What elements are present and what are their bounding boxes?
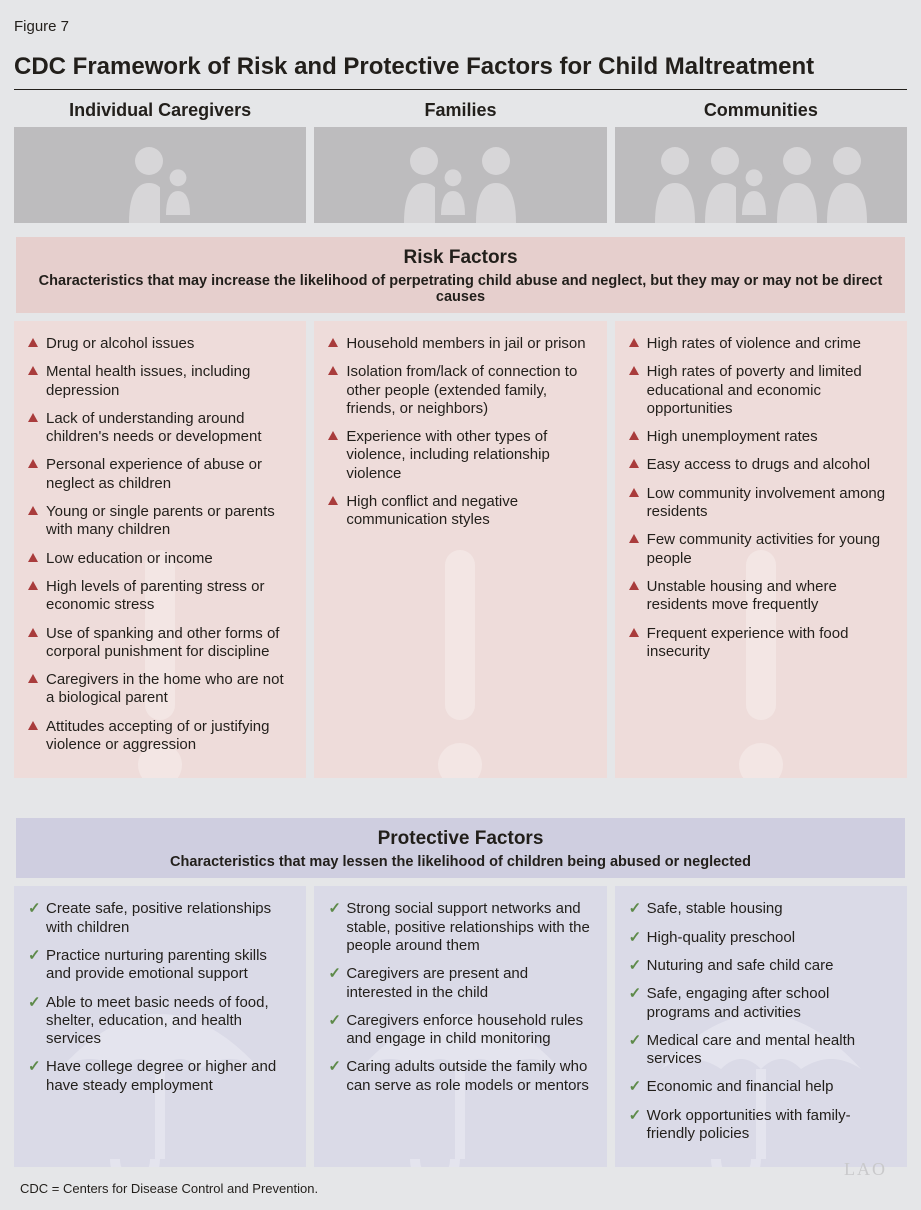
protect-title: Protective Factors (24, 828, 897, 850)
risk-item: Personal experience of abuse or neglect … (28, 456, 292, 493)
column-header-0: Individual Caregivers (14, 100, 306, 121)
risk-card-0: Drug or alcohol issues Mental health issu… (14, 321, 306, 778)
risk-list-2: High rates of violence and crime High rat… (629, 335, 893, 661)
risk-item: Frequent experience with food insecurity (629, 625, 893, 662)
people-icon-1 (314, 127, 606, 223)
protect-item: Economic and financial help (629, 1078, 893, 1096)
risk-card-2: High rates of violence and crime High rat… (615, 321, 907, 778)
protect-item: Create safe, positive relationships with… (28, 900, 292, 937)
protect-item: Safe, engaging after school programs and… (629, 985, 893, 1022)
protect-list-1: Strong social support networks and stabl… (328, 900, 592, 1095)
protect-item: Caring adults outside the family who can… (328, 1058, 592, 1095)
risk-item: Use of spanking and other forms of corpo… (28, 625, 292, 662)
risk-subtitle: Characteristics that may increase the li… (24, 273, 897, 305)
column-2: Communities (615, 100, 907, 223)
protect-item: Caregivers are present and interested in… (328, 965, 592, 1002)
column-header-1: Families (314, 100, 606, 121)
protect-item: Medical care and mental health services (629, 1032, 893, 1069)
risk-item: Isolation from/lack of connection to oth… (328, 363, 592, 418)
figure-label: Figure 7 (14, 18, 907, 35)
protect-item: Practice nurturing parenting skills and … (28, 947, 292, 984)
risk-item: Easy access to drugs and alcohol (629, 456, 893, 474)
people-icon-0 (14, 127, 306, 223)
column-header-2: Communities (615, 100, 907, 121)
risk-item: Lack of understanding around children's … (28, 410, 292, 447)
protect-item: Nuturing and safe child care (629, 957, 893, 975)
footnote: CDC = Centers for Disease Control and Pr… (20, 1181, 907, 1196)
protect-item: Have college degree or higher and have s… (28, 1058, 292, 1095)
column-headers-row: Individual Caregivers Families Communiti… (14, 100, 907, 223)
risk-section-header: Risk Factors Characteristics that may in… (16, 237, 905, 313)
risk-title: Risk Factors (24, 247, 897, 269)
risk-list-0: Drug or alcohol issues Mental health issu… (28, 335, 292, 754)
protect-item: High-quality preschool (629, 929, 893, 947)
protect-section-header: Protective Factors Characteristics that … (16, 818, 905, 878)
page-title: CDC Framework of Risk and Protective Fac… (14, 53, 907, 81)
protect-item: Strong social support networks and stabl… (328, 900, 592, 955)
protect-subtitle: Characteristics that may lessen the like… (24, 854, 897, 870)
risk-item: High levels of parenting stress or econo… (28, 578, 292, 615)
risk-item: Caregivers in the home who are not a bio… (28, 671, 292, 708)
risk-item: High unemployment rates (629, 428, 893, 446)
people-icon-2 (615, 127, 907, 223)
risk-item: Young or single parents or parents with … (28, 503, 292, 540)
protect-item: Caregivers enforce household rules and e… (328, 1012, 592, 1049)
protect-item: Safe, stable housing (629, 900, 893, 918)
risk-item: Few community activities for young peopl… (629, 531, 893, 568)
risk-item: Household members in jail or prison (328, 335, 592, 353)
protect-card-2: Safe, stable housing High-quality prescho… (615, 886, 907, 1167)
risk-item: Low education or income (28, 550, 292, 568)
title-rule (14, 89, 907, 90)
risk-item: Low community involvement among resident… (629, 485, 893, 522)
protect-columns: Create safe, positive relationships with… (14, 886, 907, 1167)
risk-list-1: Household members in jail or prison Isola… (328, 335, 592, 530)
risk-item: High rates of poverty and limited educat… (629, 363, 893, 418)
protect-item: Able to meet basic needs of food, shelte… (28, 994, 292, 1049)
protect-list-0: Create safe, positive relationships with… (28, 900, 292, 1095)
risk-item: Attitudes accepting of or justifying vio… (28, 718, 292, 755)
risk-item: High conflict and negative communication… (328, 493, 592, 530)
risk-columns: Drug or alcohol issues Mental health issu… (14, 321, 907, 778)
protect-list-2: Safe, stable housing High-quality prescho… (629, 900, 893, 1143)
protect-item: Work opportunities with family-friendly … (629, 1107, 893, 1144)
protect-card-1: Strong social support networks and stabl… (314, 886, 606, 1167)
column-0: Individual Caregivers (14, 100, 306, 223)
lao-watermark: LAO (844, 1159, 887, 1180)
risk-item: Unstable housing and where residents mov… (629, 578, 893, 615)
risk-item: Drug or alcohol issues (28, 335, 292, 353)
risk-item: Experience with other types of violence,… (328, 428, 592, 483)
risk-card-1: Household members in jail or prison Isola… (314, 321, 606, 778)
exclamation-icon (425, 550, 495, 778)
protect-card-0: Create safe, positive relationships with… (14, 886, 306, 1167)
risk-item: High rates of violence and crime (629, 335, 893, 353)
risk-item: Mental health issues, including depressi… (28, 363, 292, 400)
column-1: Families (314, 100, 606, 223)
